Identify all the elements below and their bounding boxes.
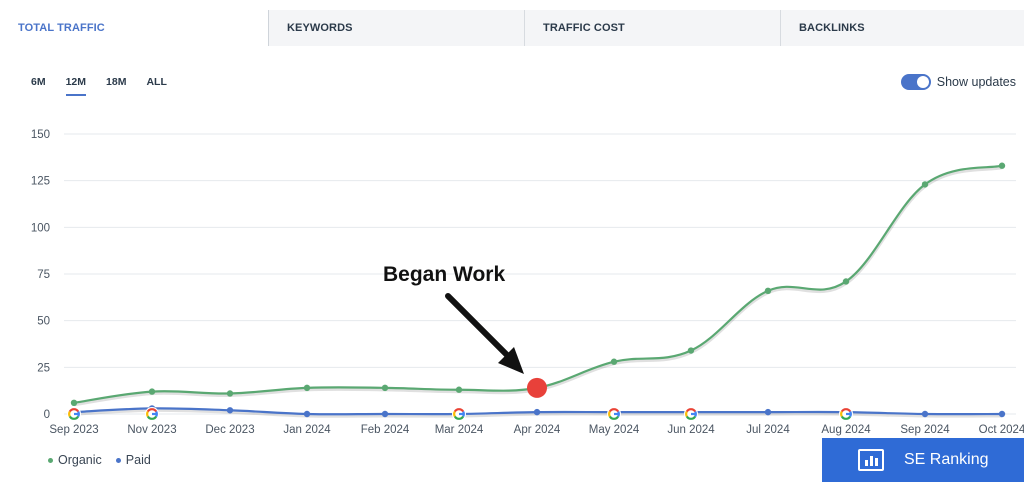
organic-point-3 — [303, 384, 311, 392]
legend-label-organic: Organic — [58, 453, 102, 467]
y-tick-label-150: 150 — [31, 129, 50, 141]
paid-point-11 — [921, 410, 929, 418]
organic-point-1 — [148, 388, 156, 395]
y-tick-label-100: 100 — [31, 222, 50, 234]
y-tick-label-25: 25 — [37, 362, 50, 374]
annotation-arrow-head — [498, 347, 524, 374]
period-selector: 6M 12M 18M ALL — [31, 76, 187, 96]
period-12m[interactable]: 12M — [65, 76, 87, 96]
x-tick-label-4: Feb 2024 — [361, 424, 410, 436]
legend-item-paid[interactable]: Paid — [115, 453, 151, 467]
x-tick-label-6: Apr 2024 — [514, 424, 561, 436]
organic-point-0 — [70, 399, 78, 406]
x-tick-label-7: May 2024 — [589, 424, 640, 436]
google-update-icon-0[interactable] — [67, 407, 81, 421]
organic-point-4 — [381, 384, 389, 392]
google-update-icon-5[interactable] — [839, 407, 853, 421]
x-tick-label-3: Jan 2024 — [283, 424, 331, 436]
legend-dot-organic — [48, 457, 53, 463]
x-tick-label-8: Jun 2024 — [667, 424, 715, 436]
y-tick-label-0: 0 — [44, 409, 50, 421]
organic-line-shadow — [73, 165, 1003, 407]
show-updates-control: Show updates — [900, 74, 1016, 90]
organic-point-5 — [455, 386, 463, 393]
paid-point-2 — [226, 407, 234, 414]
legend-dot-paid — [115, 457, 121, 463]
organic-point-8 — [687, 347, 695, 354]
annotation-arrow-shaft — [445, 293, 515, 363]
period-all[interactable]: ALL — [146, 76, 167, 88]
x-tick-label-2: Dec 2023 — [205, 424, 254, 436]
annotation-label: Began Work — [383, 263, 505, 286]
bar-chart-icon — [858, 449, 884, 471]
organic-point-2 — [226, 390, 234, 397]
google-update-icon-4[interactable] — [684, 407, 698, 421]
y-tick-label-75: 75 — [37, 269, 50, 281]
traffic-chart: 0 25 50 75 100 125 150 Sep 2023 Nov 2023 Dec 2023… — [31, 129, 1024, 436]
organic-point-12 — [998, 162, 1006, 169]
organic-point-9 — [764, 287, 772, 294]
tab-keywords[interactable]: KEYWORDS — [268, 10, 524, 46]
legend-item-organic[interactable]: Organic — [48, 453, 102, 467]
tab-backlinks[interactable]: BACKLINKS — [780, 10, 1024, 46]
x-tick-label-11: Sep 2024 — [900, 424, 950, 436]
paid-point-9 — [764, 408, 772, 416]
organic-point-11 — [921, 181, 929, 188]
se-ranking-badge: SE Ranking — [822, 438, 1024, 482]
organic-line — [73, 164, 1003, 404]
show-updates-toggle[interactable] — [900, 74, 931, 90]
legend-label-paid: Paid — [125, 453, 151, 467]
brand-label: SE Ranking — [904, 451, 989, 468]
google-update-icon-1[interactable] — [145, 407, 159, 421]
y-tick-label-50: 50 — [37, 316, 50, 328]
x-tick-label-12: Oct 2024 — [979, 424, 1024, 436]
x-tick-label-5: Mar 2024 — [435, 424, 484, 436]
period-6m[interactable]: 6M — [31, 76, 46, 88]
x-tick-label-9: Jul 2024 — [746, 424, 790, 436]
google-update-icon-3[interactable] — [607, 407, 621, 421]
chart-legend: Organic Paid — [48, 453, 151, 467]
tab-traffic-cost[interactable]: TRAFFIC COST — [524, 10, 780, 46]
paid-point-4 — [381, 410, 389, 418]
annotation-marker — [527, 377, 547, 398]
paid-point-12 — [998, 410, 1006, 418]
y-tick-label-125: 125 — [31, 176, 50, 188]
paid-point-3 — [303, 410, 311, 418]
google-update-icon-2[interactable] — [452, 407, 466, 421]
x-tick-label-10: Aug 2024 — [821, 424, 871, 436]
x-tick-label-1: Nov 2023 — [127, 424, 176, 436]
organic-point-7 — [610, 358, 618, 365]
x-tick-label-0: Sep 2023 — [49, 424, 98, 436]
metric-tabs: TOTAL TRAFFIC KEYWORDS TRAFFIC COST BACK… — [0, 10, 1024, 46]
period-18m[interactable]: 18M — [106, 76, 127, 88]
paid-point-6 — [533, 408, 541, 416]
organic-point-10 — [842, 278, 850, 285]
show-updates-label: Show updates — [936, 75, 1016, 89]
tab-total-traffic[interactable]: TOTAL TRAFFIC — [0, 10, 268, 46]
